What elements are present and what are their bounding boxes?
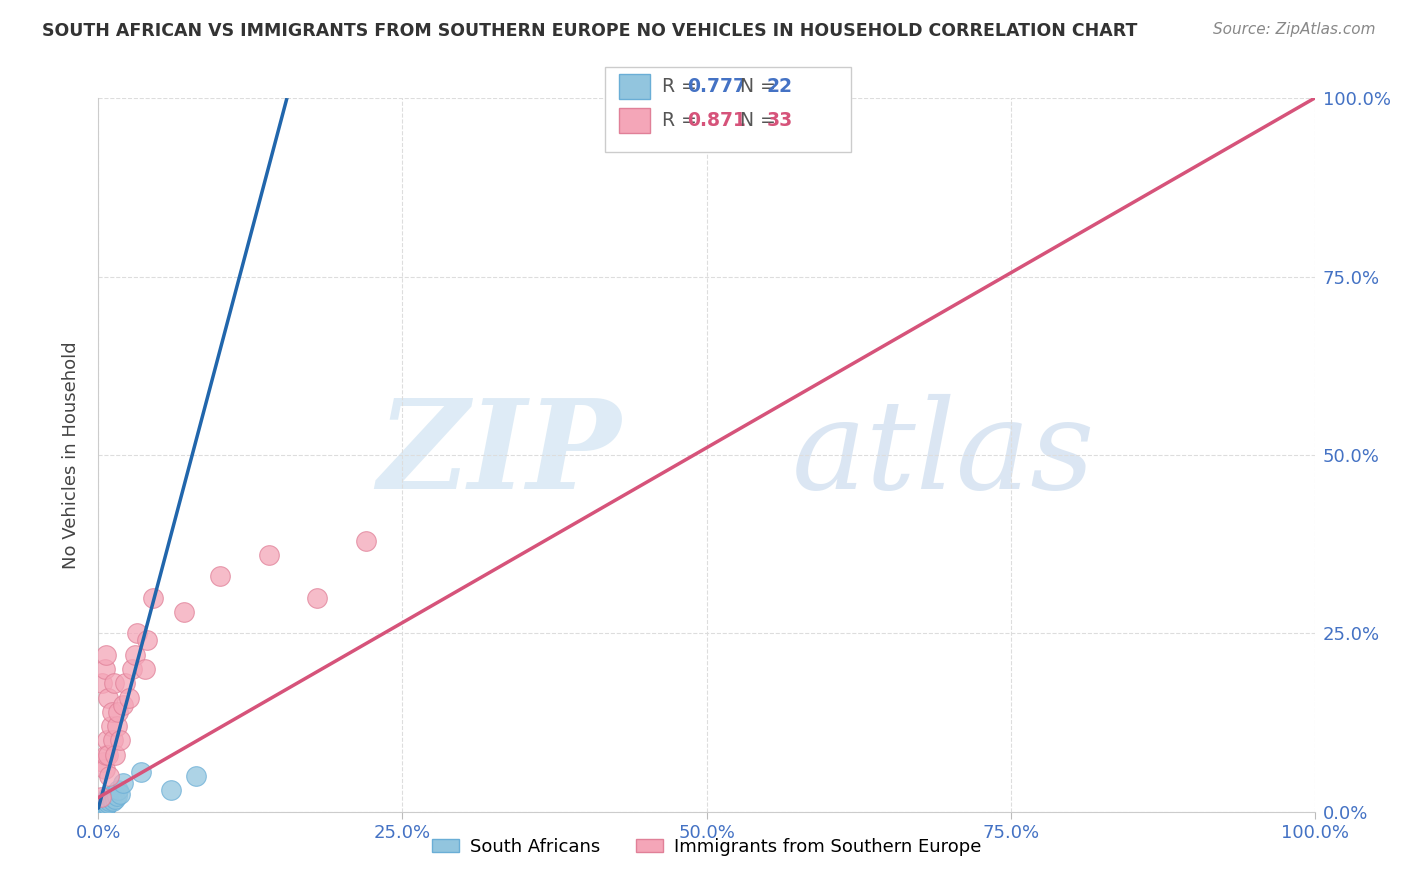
Text: R =: R = [662,111,703,130]
Point [104,747,127,762]
Point [90,790,112,805]
Point [91,676,114,690]
Point [136,633,159,648]
Point [96,797,118,812]
Point [97,796,120,810]
Point [114,676,136,690]
Point [101,705,124,719]
Point [101,733,124,747]
Point [91,755,114,769]
Text: N =: N = [740,77,782,96]
Point [93,796,115,810]
Point [307,591,329,605]
Point [97,747,120,762]
Point [173,605,195,619]
Point [96,733,118,747]
Point [103,787,125,801]
Point [110,787,132,801]
Point [127,626,149,640]
Text: R =: R = [662,77,703,96]
Point [107,783,129,797]
Point [160,783,183,797]
Point [111,776,134,790]
Point [98,769,121,783]
Point [97,789,120,803]
Point [184,769,207,783]
Text: SOUTH AFRICAN VS IMMIGRANTS FROM SOUTHERN EUROPE NO VEHICLES IN HOUSEHOLD CORREL: SOUTH AFRICAN VS IMMIGRANTS FROM SOUTHER… [42,22,1137,40]
Point [121,662,143,676]
Legend: South Africans, Immigrants from Southern Europe: South Africans, Immigrants from Southern… [425,831,988,863]
Point [118,690,141,705]
Point [93,662,115,676]
Point [257,548,280,562]
Point [91,801,114,815]
Text: 33: 33 [766,111,793,130]
Point [93,762,115,776]
Text: 0.871: 0.871 [688,111,747,130]
Point [105,789,128,803]
Point [110,733,132,747]
Text: Source: ZipAtlas.com: Source: ZipAtlas.com [1212,22,1375,37]
Point [101,794,124,808]
Point [111,698,134,712]
Point [142,591,165,605]
Text: 22: 22 [766,77,792,96]
Point [107,705,129,719]
Text: atlas: atlas [792,394,1095,516]
Point [103,676,125,690]
Point [91,799,114,814]
Y-axis label: No Vehicles in Household: No Vehicles in Household [62,341,80,569]
Point [354,533,377,548]
Point [129,765,152,780]
Point [209,569,232,583]
Point [94,648,117,662]
Point [101,790,124,805]
Point [104,792,127,806]
Point [97,690,120,705]
Point [96,792,118,806]
Text: N =: N = [740,111,782,130]
Point [134,662,156,676]
Point [94,799,117,814]
Point [105,719,128,733]
Point [124,648,146,662]
Point [94,747,117,762]
Point [100,719,122,733]
Point [98,794,121,808]
Point [100,792,122,806]
Text: ZIP: ZIP [378,394,621,516]
Point [94,794,117,808]
Text: 0.777: 0.777 [688,77,747,96]
